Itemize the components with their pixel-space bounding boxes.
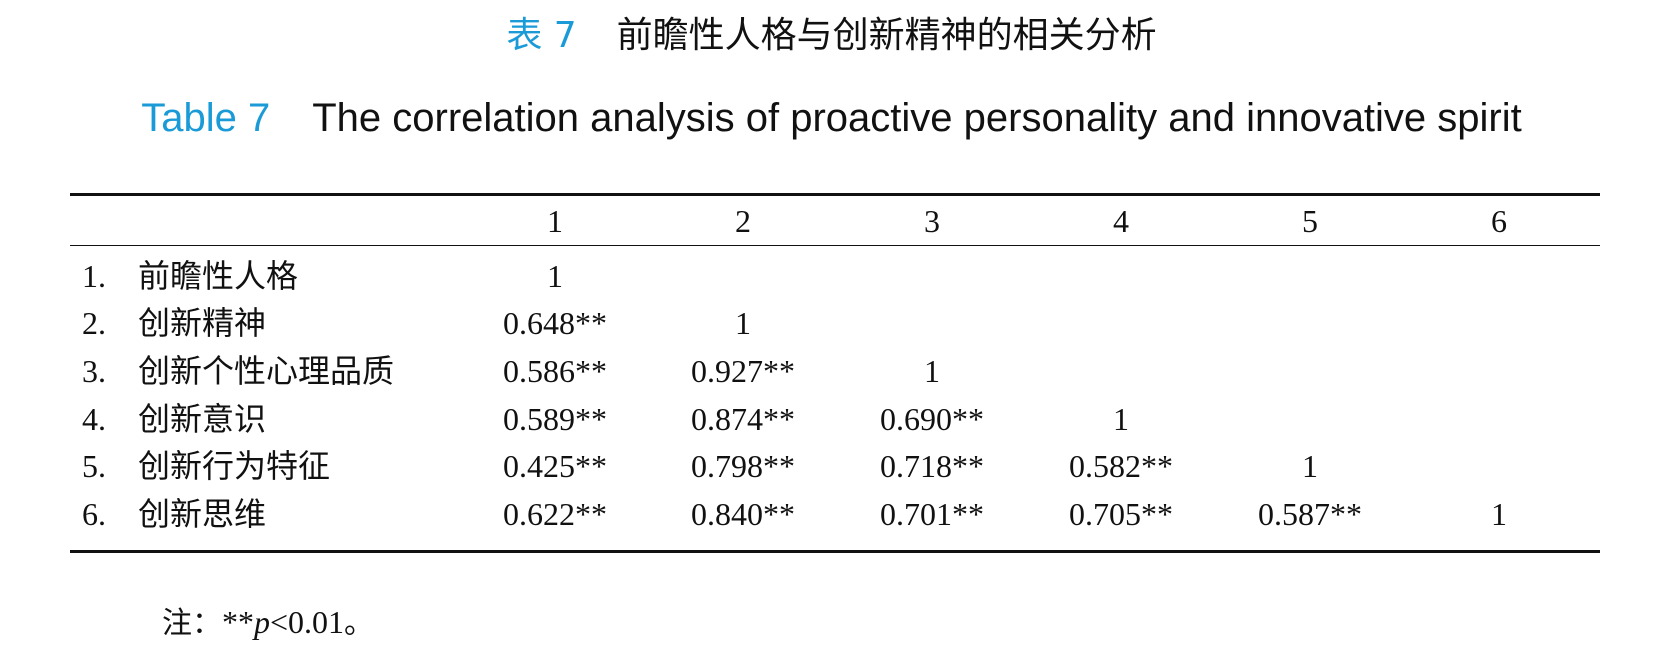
column-header-4: 4	[1113, 203, 1129, 239]
table-note: 注：**p<0.01。	[162, 602, 374, 644]
table-cell: 0.874**	[691, 401, 795, 437]
table-row: 2. 创新精神 0.648** 1	[70, 298, 1600, 348]
table-cell: 0.705**	[1069, 496, 1173, 532]
table-cell: 1	[1113, 401, 1129, 437]
table-cell: 0.587**	[1258, 496, 1362, 532]
row-variable-name: 创新个性心理品质	[138, 352, 395, 390]
table-cell	[1215, 346, 1405, 396]
row-label: 3. 创新个性心理品质	[82, 346, 394, 396]
table-row: 6. 创新思维 0.622** 0.840** 0.701** 0.705** 0.587*…	[70, 489, 1600, 539]
note-end: 。	[344, 606, 375, 641]
table-cell	[1404, 441, 1594, 491]
table-cell	[1404, 394, 1594, 444]
row-number: 1.	[82, 258, 106, 294]
table-cell: 1	[1302, 448, 1318, 484]
note-prefix: 注：	[162, 606, 222, 641]
table-cell: 0.425**	[503, 448, 607, 484]
column-header-6: 6	[1491, 203, 1507, 239]
table-cell	[1404, 251, 1594, 301]
row-variable-name: 前瞻性人格	[138, 257, 299, 295]
table-label-en: Table 7	[141, 96, 271, 140]
table-cell: 0.927**	[691, 353, 795, 389]
table-cell: 0.798**	[691, 448, 795, 484]
row-label: 2. 创新精神	[82, 298, 266, 348]
table-cell	[1215, 251, 1405, 301]
table-cell: 1	[735, 305, 751, 341]
column-header-2: 2	[735, 203, 751, 239]
table-title-cn: 表 7 前瞻性人格与创新精神的相关分析	[0, 14, 1663, 58]
row-number: 5.	[82, 448, 106, 484]
table-cell	[1215, 394, 1405, 444]
row-label: 6. 创新思维	[82, 489, 266, 539]
row-variable-name: 创新行为特征	[138, 447, 331, 485]
row-variable-name: 创新意识	[138, 400, 267, 438]
table-cell: 1	[1491, 496, 1507, 532]
table-cell: 1	[547, 258, 563, 294]
table-cell: 0.718**	[880, 448, 984, 484]
table-header-rule	[70, 245, 1600, 246]
column-header-3: 3	[924, 203, 940, 239]
table-top-rule	[70, 193, 1600, 196]
table-cell: 0.648**	[503, 305, 607, 341]
table-cell: 0.586**	[503, 353, 607, 389]
table-cell	[1215, 298, 1405, 348]
note-p-symbol: p	[254, 604, 270, 640]
table-title-cn-text: 前瞻性人格与创新精神的相关分析	[616, 15, 1157, 56]
row-label: 4. 创新意识	[82, 394, 266, 444]
table-header-row: 1 2 3 4 5 6	[70, 198, 1600, 244]
table-cell	[837, 298, 1027, 348]
row-variable-name: 创新思维	[138, 495, 267, 533]
table-cell: 0.589**	[503, 401, 607, 437]
column-header-1: 1	[547, 203, 563, 239]
table-row: 3. 创新个性心理品质 0.586** 0.927** 1	[70, 346, 1600, 396]
table-cell: 0.840**	[691, 496, 795, 532]
note-condition: <0.01	[270, 604, 345, 640]
row-number: 6.	[82, 496, 106, 532]
row-number: 4.	[82, 401, 106, 437]
table-cell	[1404, 346, 1594, 396]
table-cell	[1026, 346, 1216, 396]
note-stars: **	[222, 604, 254, 640]
row-number: 3.	[82, 353, 106, 389]
table-title-en-text: The correlation analysis of proactive pe…	[312, 96, 1522, 140]
table-bottom-rule	[70, 550, 1600, 553]
row-number: 2.	[82, 305, 106, 341]
table-cell: 0.690**	[880, 401, 984, 437]
row-variable-name: 创新精神	[138, 304, 267, 342]
table-row: 4. 创新意识 0.589** 0.874** 0.690** 1	[70, 394, 1600, 444]
table-row: 1. 前瞻性人格 1	[70, 251, 1600, 301]
table-row: 5. 创新行为特征 0.425** 0.798** 0.718** 0.582** 1	[70, 441, 1600, 491]
table-title-en: Table 7 The correlation analysis of proac…	[0, 94, 1663, 142]
table-cell: 1	[924, 353, 940, 389]
table-cell	[648, 251, 838, 301]
column-header-5: 5	[1302, 203, 1318, 239]
table-cell: 0.582**	[1069, 448, 1173, 484]
table-cell	[837, 251, 1027, 301]
table-cell	[1026, 298, 1216, 348]
table-cell	[1404, 298, 1594, 348]
row-label: 5. 创新行为特征	[82, 441, 330, 491]
table-cell: 0.622**	[503, 496, 607, 532]
table-cell: 0.701**	[880, 496, 984, 532]
table-label-cn: 表 7	[506, 15, 577, 56]
row-label: 1. 前瞻性人格	[82, 251, 298, 301]
table-cell	[1026, 251, 1216, 301]
